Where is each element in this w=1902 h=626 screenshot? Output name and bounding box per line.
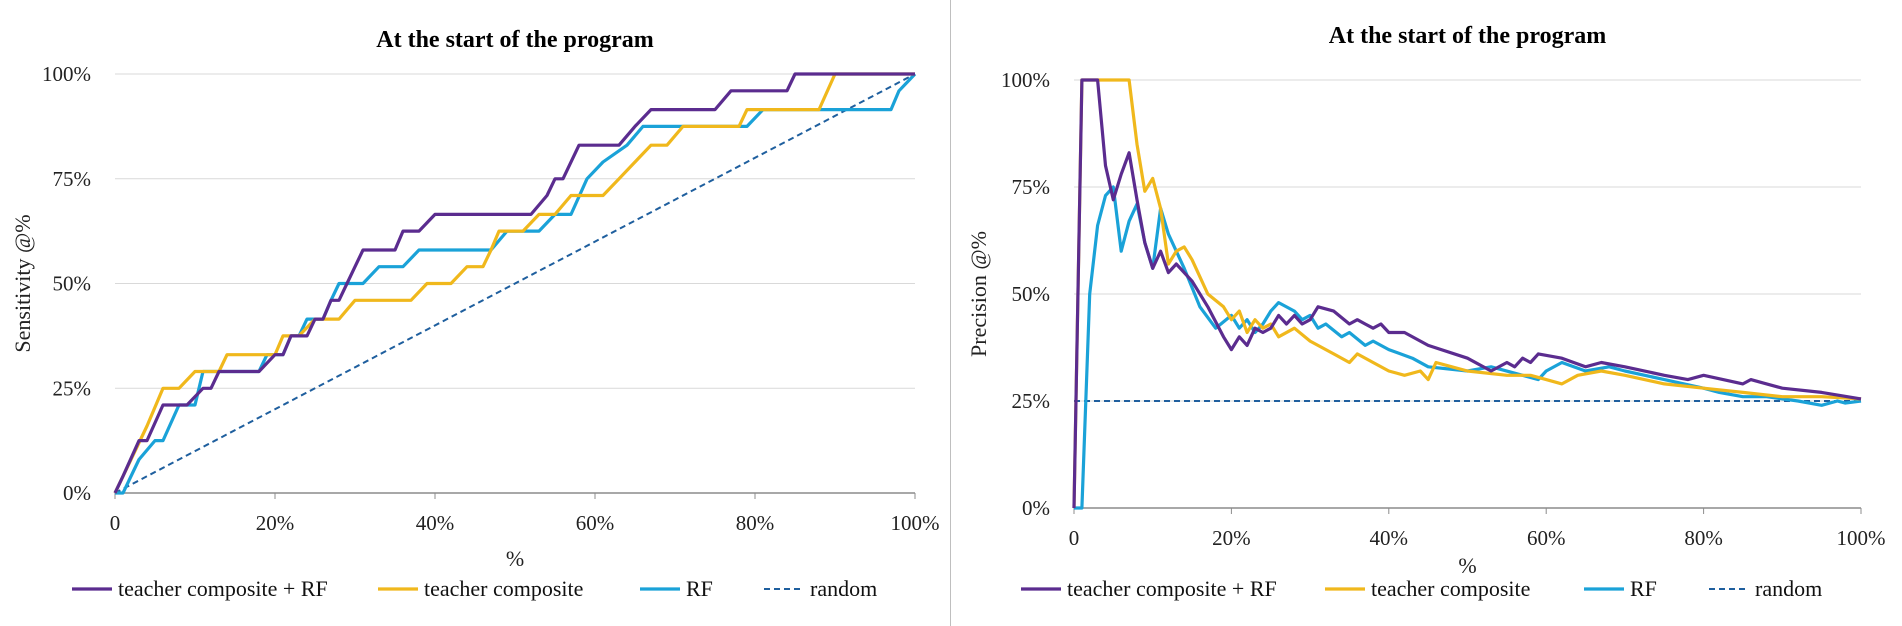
x-tick-label: 40% — [416, 511, 455, 535]
legend-label-rf: RF — [1630, 576, 1657, 601]
sensitivity-chart: At the start of the program 0% 25% 50% 75% 10… — [10, 27, 940, 601]
x-tick-label: 100% — [891, 511, 940, 535]
legend-label-composite-rf: teacher composite + RF — [118, 576, 328, 601]
y-tick-label: 75% — [1012, 175, 1051, 199]
panel-divider — [950, 0, 951, 626]
y-axis-label: Precision @% — [966, 231, 991, 357]
x-tick-label: 100% — [1837, 526, 1886, 550]
precision-chart: At the start of the program 0% 25% 50% 75% 10… — [966, 23, 1886, 601]
precision-chart-panel: At the start of the program 0% 25% 50% 75% 10… — [951, 0, 1902, 626]
y-tick-label: 25% — [53, 376, 92, 400]
chart-title: At the start of the program — [376, 27, 654, 53]
legend-label-rf: RF — [686, 576, 713, 601]
legend-label-composite-rf: teacher composite + RF — [1067, 576, 1277, 601]
x-axis-label: % — [1458, 553, 1476, 578]
y-tick-label: 0% — [63, 481, 91, 505]
y-tick-label: 100% — [1001, 68, 1050, 92]
y-tick-label: 50% — [1012, 282, 1051, 306]
y-tick-label: 25% — [1012, 389, 1051, 413]
series-line-composite-rf — [1072, 78, 1862, 509]
x-tick-label: 20% — [256, 511, 295, 535]
series-line-composite-rf — [113, 72, 915, 494]
x-tick-label: 20% — [1212, 526, 1251, 550]
y-tick-label: 75% — [53, 167, 92, 191]
chart-title: At the start of the program — [1329, 23, 1607, 49]
y-tick-label: 50% — [53, 272, 92, 296]
y-axis-label: Sensitivity @% — [10, 214, 35, 352]
x-tick-label: 0 — [1069, 526, 1080, 550]
series-line-rf — [115, 72, 917, 495]
y-tick-label: 0% — [1022, 496, 1050, 520]
x-tick-label: 60% — [1527, 526, 1566, 550]
x-tick-label: 80% — [736, 511, 775, 535]
legend-label-random: random — [1755, 576, 1822, 601]
x-tick-label: 80% — [1684, 526, 1723, 550]
sensitivity-chart-panel: At the start of the program 0% 25% 50% 75% 10… — [10, 27, 940, 601]
x-axis-label: % — [506, 546, 524, 571]
series-line-rf — [1074, 185, 1862, 510]
x-tick-label: 60% — [576, 511, 615, 535]
series-line-composite — [1072, 78, 1862, 509]
y-tick-label: 100% — [42, 62, 91, 86]
legend-label-composite: teacher composite — [1371, 576, 1530, 601]
x-tick-label: 0 — [110, 511, 121, 535]
x-tick-label: 40% — [1370, 526, 1409, 550]
series-line-random — [114, 73, 916, 494]
legend-label-random: random — [810, 576, 877, 601]
legend-label-composite: teacher composite — [424, 576, 583, 601]
